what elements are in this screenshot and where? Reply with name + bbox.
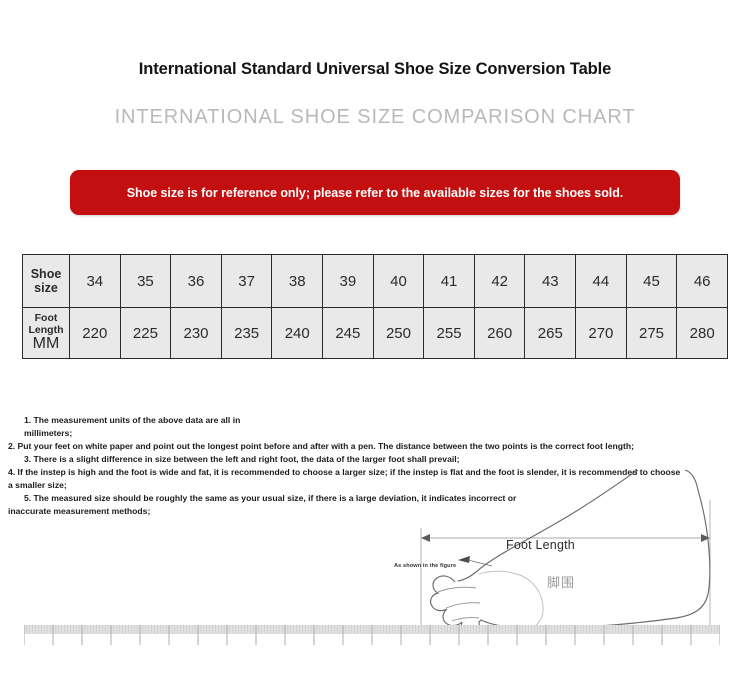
foot-length-label-line1: Foot: [34, 311, 58, 324]
note-item-4-line2: a smaller size;: [8, 480, 67, 491]
cell-foot-length: 255: [423, 307, 475, 359]
table-row-shoe-size: Shoe size 34 35 36 37 38 39 40 41 42 43 …: [22, 254, 728, 308]
cell-shoe-size: 45: [625, 254, 678, 308]
table-row-foot-length: Foot Length MM 220 225 230 235 240 245 2…: [22, 307, 728, 359]
cell-foot-length: 265: [524, 307, 577, 359]
notice-text: Shoe size is for reference only; please …: [126, 185, 624, 200]
cell-shoe-size: 41: [423, 254, 475, 308]
instep-curve-path: [457, 470, 639, 582]
size-conversion-table: Shoe size 34 35 36 37 38 39 40 41 42 43 …: [22, 254, 728, 359]
cell-shoe-size: 37: [220, 254, 273, 308]
cell-foot-length: 270: [575, 307, 627, 359]
note-item-2: 2. Put your feet on white paper and poin…: [8, 441, 634, 452]
cell-shoe-size: 43: [524, 254, 577, 308]
cell-foot-length: 260: [473, 307, 526, 359]
cell-shoe-size: 46: [676, 254, 728, 308]
toe-line-3: [451, 617, 480, 622]
cell-foot-length: 235: [220, 307, 273, 359]
cell-shoe-size: 39: [322, 254, 374, 308]
instep-pointer-arrow: [458, 556, 470, 563]
cell-foot-length: 280: [676, 307, 728, 359]
arrow-head-right: [701, 534, 710, 542]
cell-foot-length: 240: [271, 307, 324, 359]
cell-foot-length: 230: [170, 307, 222, 359]
ruler-graphic: [23, 625, 721, 651]
note-item-5-line1: 5. The measured size should be roughly t…: [24, 493, 517, 504]
toe-line-2: [445, 602, 481, 609]
cell-shoe-size: 36: [170, 254, 222, 308]
cell-shoe-size: 35: [119, 254, 172, 308]
foot-outline-svg: [420, 470, 711, 634]
arrow-head-left: [421, 534, 430, 542]
figure-caption: As shown in the figure: [394, 563, 457, 569]
foot-diagram: [380, 470, 750, 645]
cell-shoe-size: 44: [575, 254, 627, 308]
toe-line-1: [437, 586, 477, 593]
cell-shoe-size: 42: [473, 254, 526, 308]
row-header-foot-length: Foot Length MM: [22, 307, 70, 359]
instruction-notes: 1. The measurement units of the above da…: [0, 414, 750, 519]
foot-ball-contour: [478, 570, 544, 629]
note-item-1-line2: millimeters;: [24, 428, 73, 439]
note-item-3: 3. There is a slight difference in size …: [24, 454, 460, 465]
cell-foot-length: 220: [69, 307, 121, 359]
cell-foot-length: 225: [119, 307, 172, 359]
note-item-5-line2: inaccurate measurement methods;: [8, 506, 151, 517]
cell-foot-length: 275: [625, 307, 678, 359]
cell-shoe-size: 34: [69, 254, 121, 308]
cell-shoe-size: 40: [372, 254, 425, 308]
shoe-size-label-line1: Shoe: [30, 267, 62, 281]
page-title: International Standard Universal Shoe Si…: [138, 60, 612, 78]
foot-length-label-line2: Length: [28, 323, 64, 336]
row-header-shoe-size: Shoe size: [22, 254, 70, 308]
note-item-1-line1: 1. The measurement units of the above da…: [24, 415, 241, 425]
shoe-size-label-line2: size: [34, 281, 58, 295]
foot-girth-label: 脚围: [547, 575, 576, 590]
foot-length-label: Foot Length: [506, 538, 575, 552]
foot-length-unit: MM: [32, 335, 60, 353]
instep-pointer-line: [467, 559, 493, 567]
cell-shoe-size: 38: [271, 254, 324, 308]
page-subtitle: INTERNATIONAL SHOE SIZE COMPARISON CHART: [114, 106, 636, 128]
cell-foot-length: 245: [322, 307, 374, 359]
cell-foot-length: 250: [372, 307, 425, 359]
note-item-4-line1: 4. If the instep is high and the foot is…: [8, 467, 681, 478]
ruler-svg: [23, 625, 721, 645]
ruler-ticks: [23, 625, 721, 645]
notice-banner: Shoe size is for reference only; please …: [70, 170, 680, 215]
